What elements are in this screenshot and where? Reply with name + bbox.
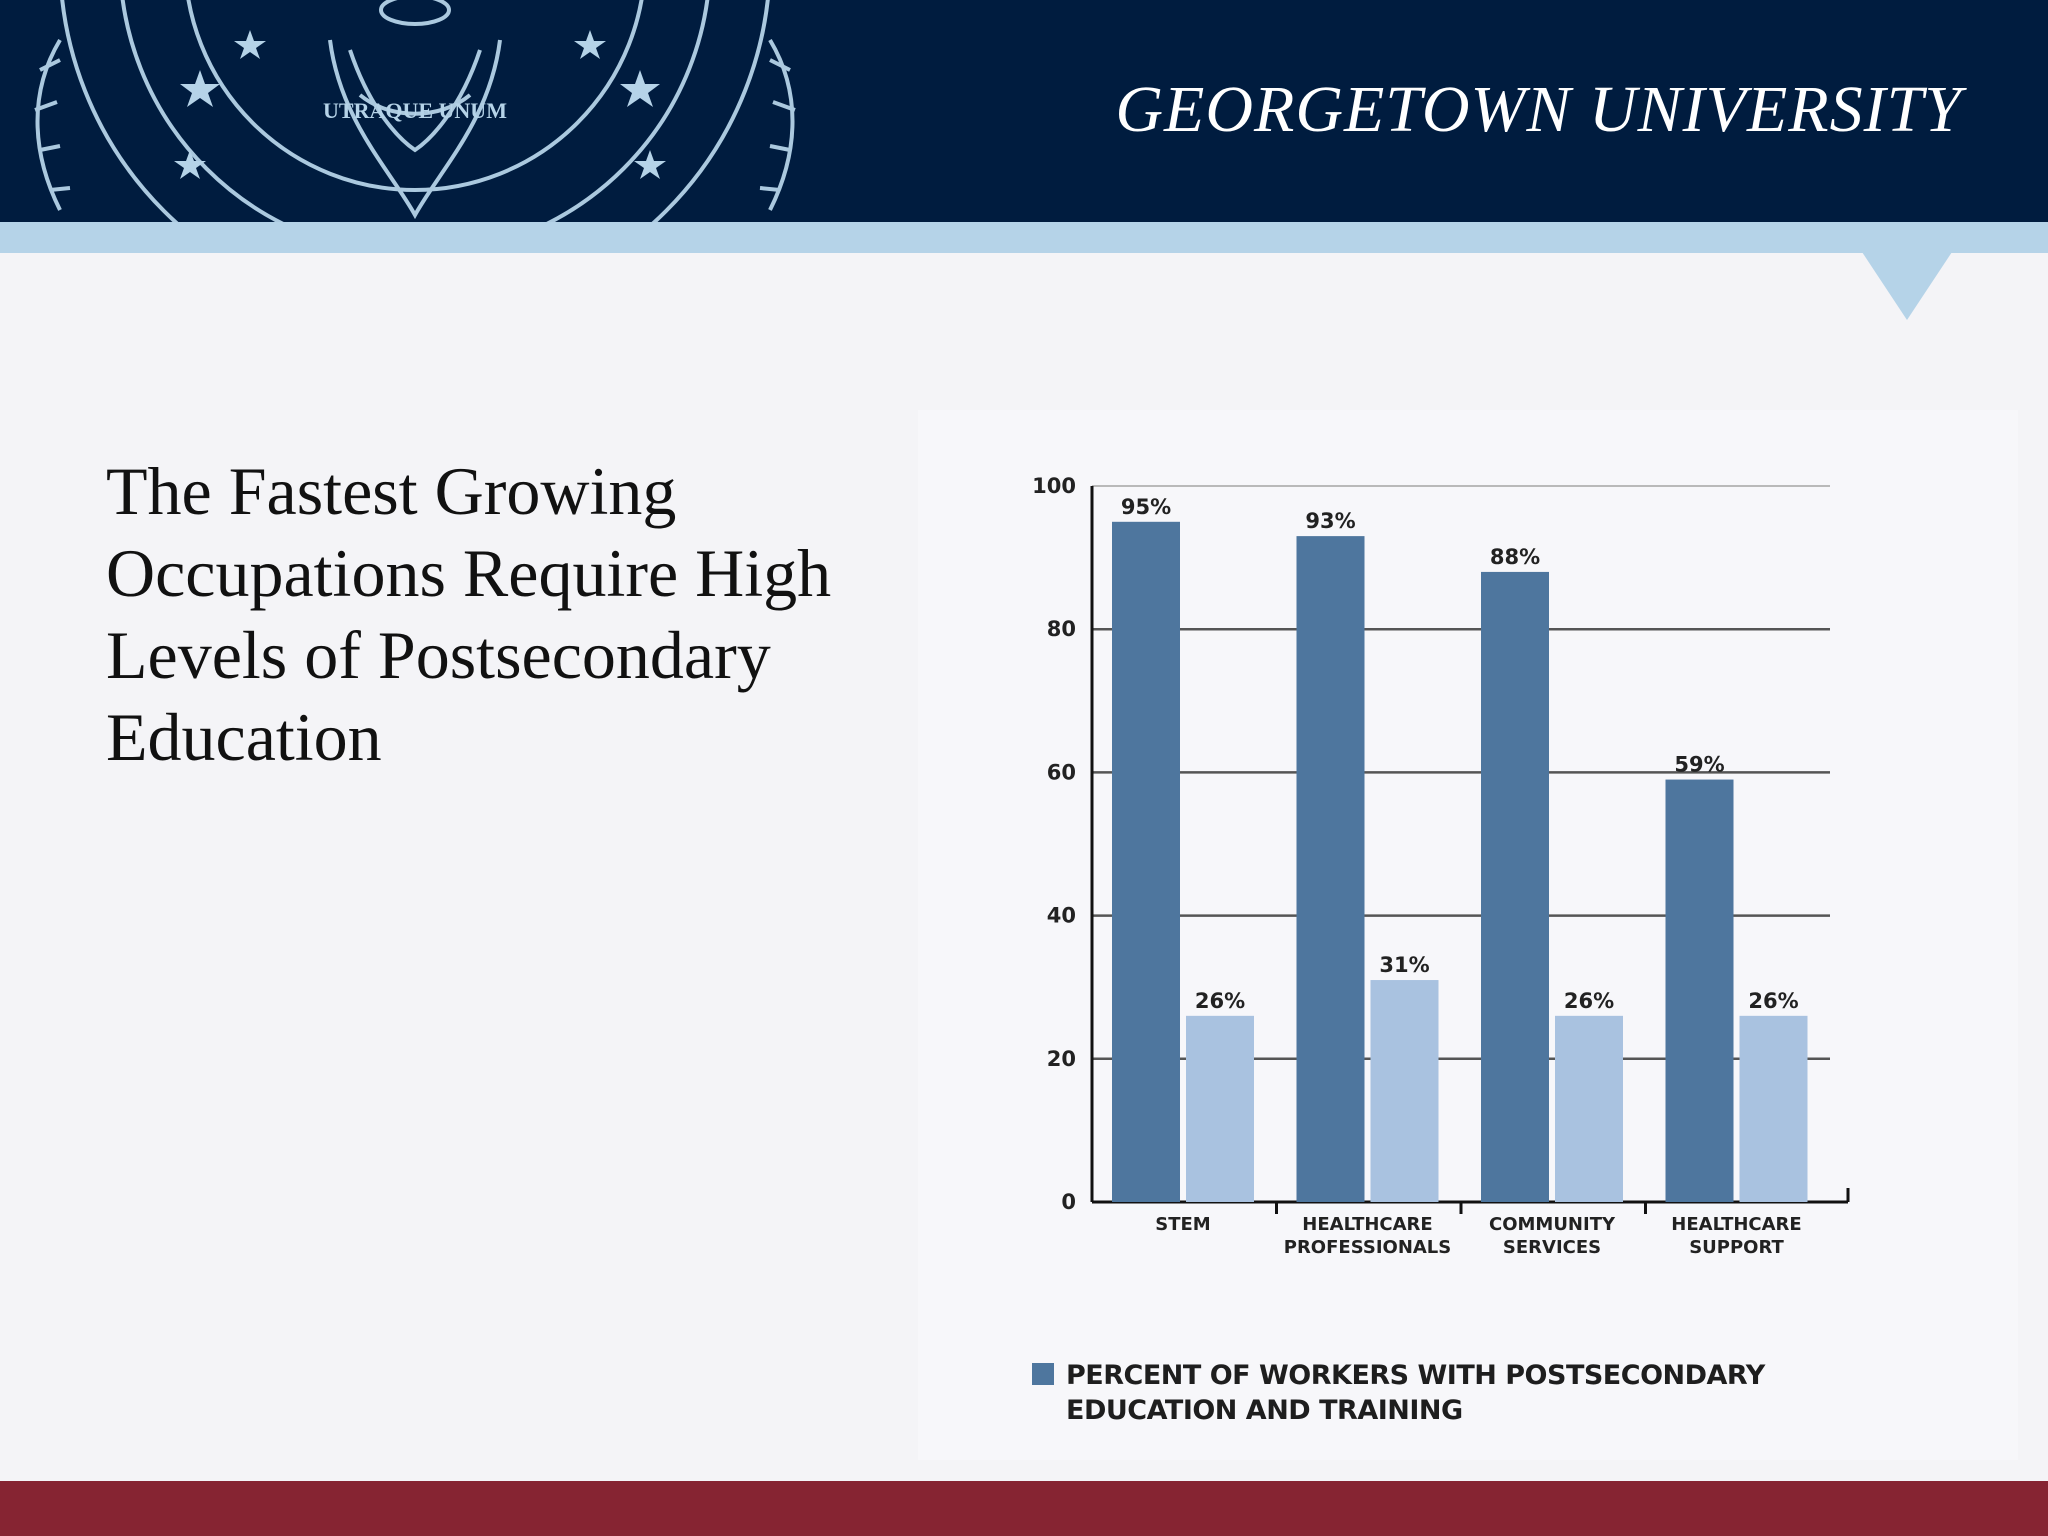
- y-tick-label: 0: [1061, 1190, 1076, 1214]
- bar-data-label: 88%: [1490, 545, 1540, 569]
- bar-data-label: 59%: [1674, 753, 1724, 777]
- bar-data-label: 26%: [1195, 989, 1245, 1013]
- category-label: COMMUNITY: [1489, 1214, 1616, 1235]
- bar-dark: [1481, 571, 1549, 1202]
- bar-data-label: 93%: [1305, 509, 1355, 533]
- chart-panel: 0 20 40 60 80 100 95% 26% STEM 93% 31% HEALTHCARE PR…: [918, 410, 2018, 1460]
- legend-swatch: [1032, 1363, 1054, 1385]
- footer-band: [0, 1481, 2048, 1536]
- category-label: HEALTHCARE: [1671, 1214, 1801, 1235]
- seal-motto: UTRAQUE UNUM: [323, 98, 507, 123]
- accent-band: [0, 222, 2048, 253]
- bar-dark: [1296, 536, 1365, 1202]
- bar-data-label: 31%: [1379, 953, 1429, 977]
- slide-title: The Fastest Growing Occupations Require …: [106, 453, 832, 775]
- university-seal-icon: UTRAQUE UNUM: [34, 0, 796, 222]
- y-tick-label: 100: [1032, 474, 1076, 498]
- category-label: HEALTHCARE: [1302, 1214, 1432, 1235]
- bar-chart: 02040608010095%26%STEM93%31%HEALTHCAREPR…: [1032, 474, 1850, 1258]
- category-label: STEM: [1155, 1214, 1210, 1235]
- y-tick-label: 40: [1047, 904, 1076, 928]
- chart-legend: PERCENT OF WORKERS WITH POSTSECONDARY ED…: [1032, 1358, 1932, 1428]
- bar-data-label: 26%: [1564, 989, 1614, 1013]
- university-name: GEORGETOWN UNIVERSITY: [1115, 73, 1962, 146]
- bar-data-label: 95%: [1121, 495, 1171, 519]
- legend-label: PERCENT OF WORKERS WITH POSTSECONDARY ED…: [1066, 1360, 1765, 1426]
- bar-light: [1555, 1015, 1623, 1202]
- category-label: SERVICES: [1503, 1237, 1601, 1258]
- header-banner: UTRAQUE UNUM GEORGETOWN UNIVERSITY: [0, 0, 2048, 222]
- category-label: SUPPORT: [1689, 1237, 1784, 1258]
- accent-notch-icon: [1862, 252, 1952, 320]
- y-tick-label: 80: [1047, 617, 1076, 641]
- y-tick-label: 20: [1047, 1047, 1076, 1071]
- bar-light: [1370, 980, 1439, 1202]
- bar-data-label: 26%: [1748, 989, 1798, 1013]
- bar-dark: [1112, 521, 1180, 1202]
- category-label: PROFESSIONALS: [1284, 1237, 1452, 1258]
- bar-dark: [1665, 779, 1734, 1202]
- y-tick-label: 60: [1047, 760, 1076, 784]
- bar-light: [1186, 1015, 1254, 1202]
- bar-light: [1739, 1015, 1808, 1202]
